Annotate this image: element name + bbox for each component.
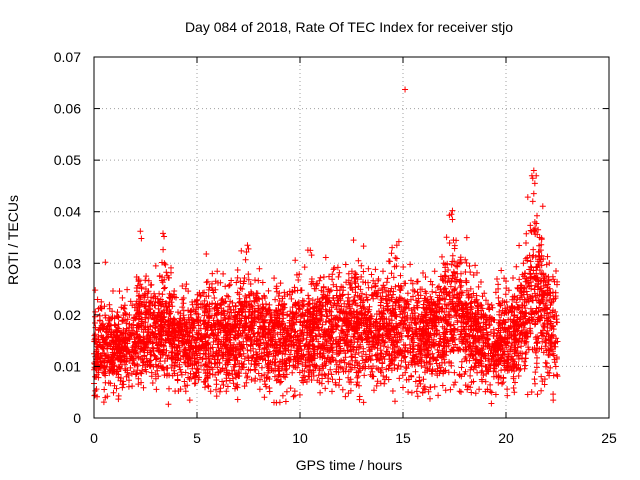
data-point-outlier	[531, 219, 538, 226]
data-point-outlier	[245, 245, 252, 252]
data-points-layer	[91, 86, 561, 408]
data-point-outlier	[449, 207, 456, 214]
data-point-outlier	[161, 233, 168, 240]
data-point-outlier	[243, 248, 250, 255]
data-point-outlier	[102, 259, 109, 266]
data-point-outlier	[160, 230, 167, 237]
tick-layer: 0 5 10 15 20 25 0 0.01 0.02 0.03 0.04 0.05 0.06 0.07	[54, 49, 617, 446]
x-tick-label: 15	[395, 430, 411, 446]
data-point-outlier	[530, 190, 537, 197]
y-tick-label: 0.04	[54, 204, 81, 220]
y-tick-label: 0	[73, 410, 81, 426]
y-tick-label: 0.01	[54, 358, 81, 374]
data-point-outlier	[449, 216, 456, 223]
data-point-outlier	[152, 262, 159, 269]
x-tick-label: 20	[498, 430, 514, 446]
data-point-outlier	[530, 226, 537, 233]
y-axis-label: ROTI / TECUs	[5, 195, 21, 285]
x-axis-label: GPS time / hours	[296, 457, 403, 473]
data-point-outlier	[529, 198, 536, 205]
data-point-outlier	[450, 237, 457, 244]
data-point-cloud	[91, 172, 561, 408]
data-point-outlier	[530, 167, 537, 174]
data-point-outlier	[350, 237, 357, 244]
y-tick-label: 0.07	[54, 49, 81, 65]
data-point-outlier	[529, 175, 536, 182]
data-point-outlier	[138, 235, 145, 242]
y-tick-label: 0.02	[54, 307, 81, 323]
y-tick-label: 0.03	[54, 255, 81, 271]
y-tick-label: 0.05	[54, 152, 81, 168]
x-tick-label: 0	[90, 430, 98, 446]
x-tick-label: 25	[601, 430, 617, 446]
data-point-outlier	[244, 242, 251, 249]
plot-frame	[93, 56, 610, 419]
y-tick-label: 0.06	[54, 101, 81, 117]
data-point-outlier	[402, 86, 409, 93]
data-point-outlier	[395, 238, 402, 245]
data-point-outlier	[137, 228, 144, 235]
data-point-outlier	[531, 180, 538, 187]
data-point-outlier	[448, 211, 455, 218]
data-point-outlier	[307, 247, 314, 254]
x-tick-label: 5	[193, 430, 201, 446]
data-point-outlier	[393, 242, 400, 249]
data-point-outlier	[203, 251, 210, 258]
x-tick-label: 10	[292, 430, 308, 446]
chart-title: Day 084 of 2018, Rate Of TEC Index for r…	[185, 19, 513, 35]
